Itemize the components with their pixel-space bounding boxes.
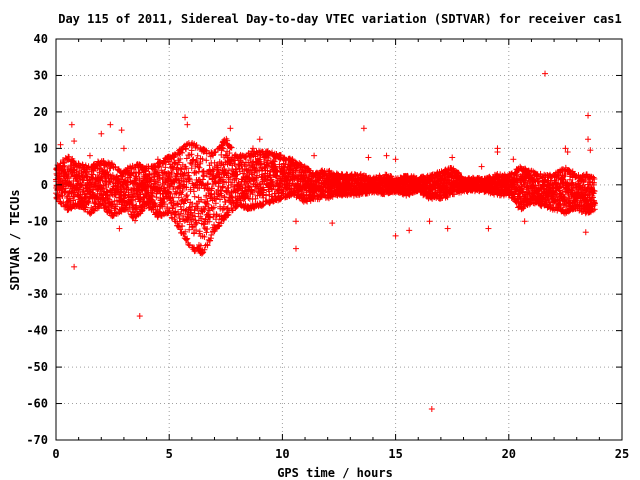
data-point bbox=[66, 154, 73, 161]
data-point bbox=[151, 173, 158, 180]
data-point bbox=[162, 164, 169, 171]
data-point bbox=[156, 172, 163, 179]
data-points bbox=[53, 70, 598, 413]
data-point bbox=[59, 192, 66, 199]
data-point bbox=[61, 164, 68, 171]
data-point bbox=[133, 202, 140, 209]
chart-title: Day 115 of 2011, Sidereal Day-to-day VTE… bbox=[58, 12, 622, 26]
data-point bbox=[83, 173, 90, 180]
data-point bbox=[132, 175, 139, 182]
data-point bbox=[160, 174, 167, 181]
data-point bbox=[89, 189, 96, 196]
data-point bbox=[155, 171, 162, 178]
data-point bbox=[203, 157, 210, 164]
data-point bbox=[133, 173, 140, 180]
data-point bbox=[62, 189, 69, 196]
data-point bbox=[56, 193, 63, 200]
data-point bbox=[65, 190, 72, 197]
data-point bbox=[191, 193, 198, 200]
data-point bbox=[194, 152, 201, 159]
data-point bbox=[164, 204, 171, 211]
data-point bbox=[130, 192, 137, 199]
data-point bbox=[115, 175, 122, 182]
data-point bbox=[82, 204, 89, 211]
data-point bbox=[155, 179, 162, 186]
data-point bbox=[183, 192, 190, 199]
data-point bbox=[191, 169, 198, 176]
data-point bbox=[84, 199, 91, 206]
data-point bbox=[128, 197, 135, 204]
data-point bbox=[76, 186, 83, 193]
data-point bbox=[132, 217, 139, 224]
data-point bbox=[136, 175, 143, 182]
data-point bbox=[154, 168, 161, 175]
data-point bbox=[120, 195, 127, 202]
data-point bbox=[107, 178, 114, 185]
data-point bbox=[71, 193, 78, 200]
data-point bbox=[68, 181, 75, 188]
grid-lines bbox=[56, 39, 622, 440]
data-point bbox=[105, 196, 112, 203]
data-point bbox=[152, 178, 159, 185]
data-point bbox=[129, 193, 136, 200]
data-point bbox=[86, 185, 93, 192]
data-point bbox=[183, 155, 190, 162]
data-point bbox=[85, 200, 92, 207]
data-point bbox=[109, 172, 116, 179]
